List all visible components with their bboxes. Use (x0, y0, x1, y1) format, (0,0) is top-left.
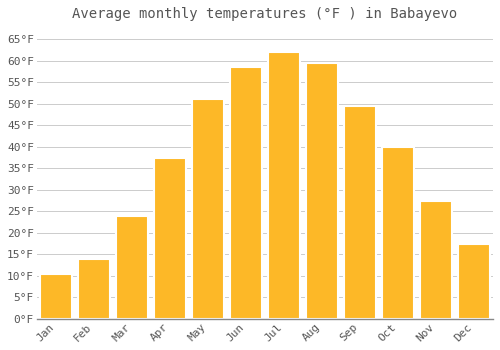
Bar (116, 216, 148, 319)
Title: Average monthly temperatures (°F ) in Babayevo: Average monthly temperatures (°F ) in Ba… (72, 7, 458, 21)
Bar (420, 201, 452, 319)
Bar (192, 99, 224, 319)
Bar (306, 63, 338, 319)
Bar (458, 244, 490, 319)
Bar (40, 274, 72, 319)
Bar (344, 106, 376, 319)
Bar (268, 52, 300, 319)
Bar (382, 147, 414, 319)
Bar (154, 158, 186, 319)
Bar (78, 259, 110, 319)
Bar (230, 67, 262, 319)
